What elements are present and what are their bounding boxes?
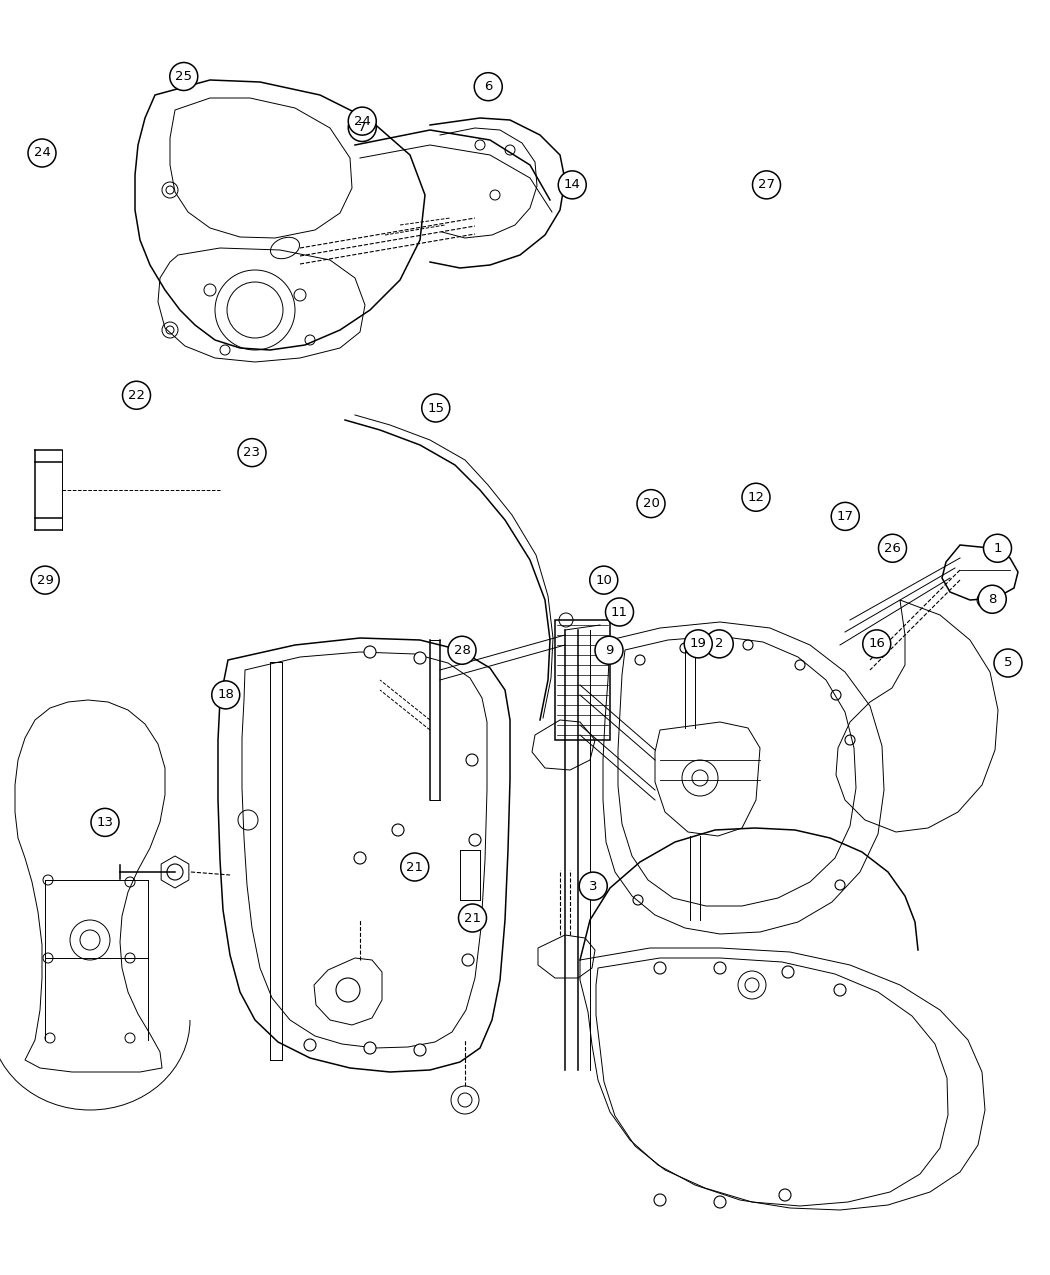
Circle shape <box>212 681 239 709</box>
Text: 6: 6 <box>484 80 492 93</box>
Circle shape <box>414 652 426 664</box>
Circle shape <box>238 439 266 467</box>
Circle shape <box>364 1042 376 1054</box>
Text: 8: 8 <box>988 593 996 606</box>
Text: 21: 21 <box>406 861 423 873</box>
Circle shape <box>559 171 586 199</box>
Text: 29: 29 <box>37 574 54 586</box>
Circle shape <box>304 1039 316 1051</box>
Circle shape <box>459 904 486 932</box>
Circle shape <box>422 394 449 422</box>
Text: 16: 16 <box>868 638 885 650</box>
Text: 23: 23 <box>244 446 260 459</box>
Circle shape <box>32 566 59 594</box>
Text: 2: 2 <box>715 638 723 650</box>
Circle shape <box>349 107 376 135</box>
Text: 12: 12 <box>748 491 764 504</box>
Circle shape <box>706 630 733 658</box>
Bar <box>555 620 610 740</box>
Circle shape <box>580 872 607 900</box>
Text: 3: 3 <box>589 880 597 892</box>
Text: 26: 26 <box>884 542 901 555</box>
Text: 21: 21 <box>464 912 481 924</box>
Text: 19: 19 <box>690 638 707 650</box>
Text: 13: 13 <box>97 816 113 829</box>
Circle shape <box>349 113 376 142</box>
Circle shape <box>832 502 859 530</box>
Circle shape <box>91 808 119 836</box>
Circle shape <box>466 754 478 766</box>
Text: 10: 10 <box>595 574 612 586</box>
Text: 27: 27 <box>758 179 775 191</box>
Text: 11: 11 <box>611 606 628 618</box>
Circle shape <box>475 73 502 101</box>
Circle shape <box>994 649 1022 677</box>
Circle shape <box>753 171 780 199</box>
Circle shape <box>123 381 150 409</box>
Circle shape <box>448 636 476 664</box>
Text: 9: 9 <box>605 644 613 657</box>
Circle shape <box>606 598 633 626</box>
Text: 18: 18 <box>217 688 234 701</box>
Circle shape <box>354 852 366 864</box>
Text: 5: 5 <box>1004 657 1012 669</box>
Circle shape <box>879 534 906 562</box>
Text: 24: 24 <box>34 147 50 159</box>
Circle shape <box>462 954 474 966</box>
Text: 24: 24 <box>354 115 371 128</box>
Circle shape <box>392 824 404 836</box>
Text: 20: 20 <box>643 497 659 510</box>
Text: 25: 25 <box>175 70 192 83</box>
Circle shape <box>414 1044 426 1056</box>
Circle shape <box>984 534 1011 562</box>
Circle shape <box>685 630 712 658</box>
Text: 15: 15 <box>427 402 444 414</box>
Circle shape <box>469 834 481 847</box>
Circle shape <box>170 62 197 91</box>
Circle shape <box>28 139 56 167</box>
Circle shape <box>364 646 376 658</box>
Circle shape <box>637 490 665 518</box>
Circle shape <box>742 483 770 511</box>
Text: 17: 17 <box>837 510 854 523</box>
Circle shape <box>595 636 623 664</box>
Text: 22: 22 <box>128 389 145 402</box>
Text: 28: 28 <box>454 644 470 657</box>
Text: 1: 1 <box>993 542 1002 555</box>
Circle shape <box>863 630 890 658</box>
Circle shape <box>401 853 428 881</box>
Circle shape <box>590 566 617 594</box>
Circle shape <box>979 585 1006 613</box>
Text: 7: 7 <box>358 121 366 134</box>
Text: 14: 14 <box>564 179 581 191</box>
